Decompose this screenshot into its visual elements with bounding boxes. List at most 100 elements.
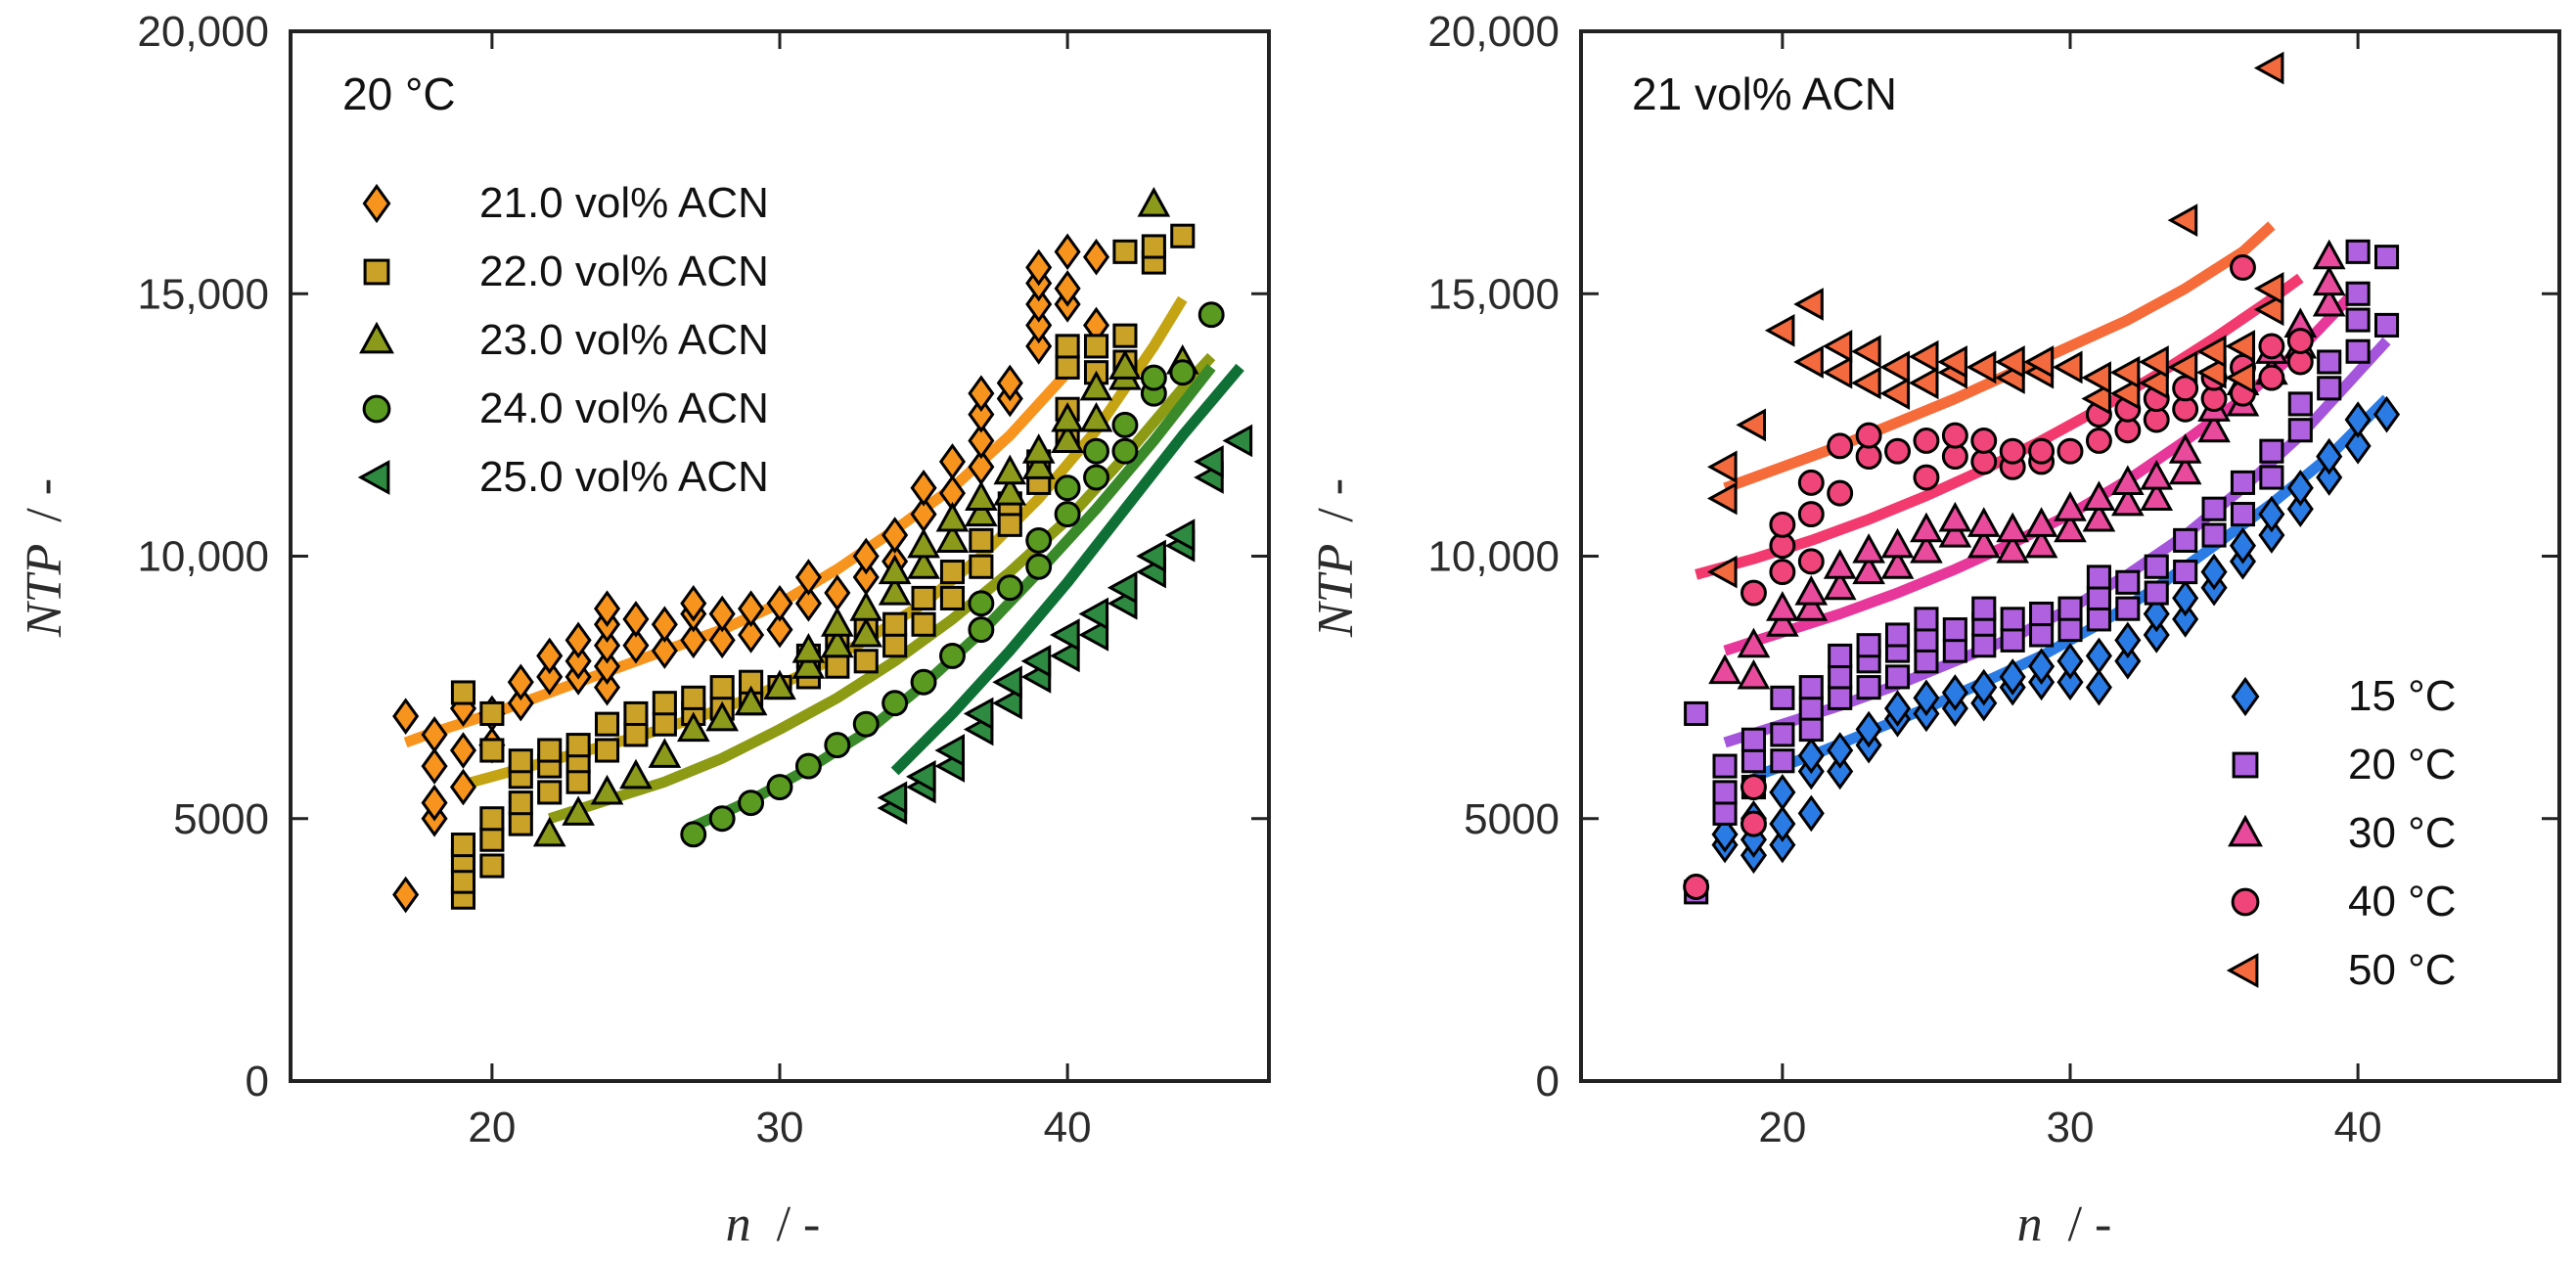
legend-label: 21.0 vol% ACN [479,179,769,227]
panel-title: 21 vol% ACN [1632,68,1897,119]
data-point [1822,330,1853,363]
y-tick-label: 0 [1536,1058,1559,1105]
data-point [907,549,940,579]
x-axis-label-unit: / - [777,1196,821,1252]
data-point [1822,355,1853,389]
data-point [1222,424,1253,458]
data-point [2195,335,2227,369]
series-points [1706,51,2284,589]
data-point [1736,408,1767,442]
data-point [1708,654,1741,685]
data-point [2000,607,2025,632]
data-point [2312,265,2346,296]
x-tick-label: 20 [1758,1104,1806,1151]
data-point [763,669,796,700]
data-point [1995,345,2025,379]
data-point [993,475,1027,506]
data-point [2085,637,2112,675]
data-point [2229,526,2257,564]
data-point [537,780,563,805]
data-point [2028,437,2056,465]
data-point [878,574,912,606]
data-point [507,684,534,722]
data-point [1083,334,1109,359]
data-point [2287,391,2313,417]
data-point [2029,601,2055,627]
data-point [969,554,994,579]
data-point [1769,559,1796,586]
data-point [1798,696,1824,721]
data-point [1797,469,1825,496]
data-point [1966,507,2001,537]
data-point [1711,816,1739,853]
data-point [734,685,768,716]
data-point [939,560,966,585]
data-point [2143,616,2170,654]
data-point [2140,459,2174,490]
data-point [1914,649,1939,674]
data-point [738,616,765,654]
data-point [1769,826,1796,864]
data-point [1112,239,1138,264]
data-point [1827,479,1854,507]
y-tick-label: 5000 [1464,795,1559,843]
data-point [1856,633,1881,658]
data-point [1913,679,1940,717]
data-point [593,648,621,685]
data-point [2024,527,2058,559]
data-point [2312,286,2346,317]
data-point [1879,377,1911,411]
data-point [1111,411,1139,438]
data-point [619,758,653,789]
data-point [1827,752,1854,790]
data-point [852,710,880,738]
data-point [1914,607,1939,632]
data-point [2201,522,2227,548]
data-point [878,554,912,585]
data-point [2086,564,2111,590]
legend: 15 °C 20 °C 30 °C 40 °C 50 °C [2226,672,2457,994]
y-tick-label: 15,000 [1427,270,1559,318]
data-point [2373,312,2400,338]
axes: 0 5000 10,000 15,000 20,000 20 30 40 [137,8,1269,1151]
legend-marker [2228,814,2263,847]
legend-label: 40 °C [2348,878,2457,925]
data-point [2173,527,2198,553]
data-point [651,632,678,669]
data-point [2225,330,2256,363]
data-point [2028,648,2056,685]
data-point [2115,596,2141,621]
data-point [2082,501,2116,532]
legend-marker [2231,887,2260,917]
y-axis-label-unit: / - [17,478,72,522]
data-point [965,480,998,512]
data-point [1880,527,1915,559]
y-axis-label-var: NTP [1308,544,1364,638]
data-point [479,806,505,832]
data-point [1883,690,1912,727]
data-point [1970,428,1998,454]
data-point [791,649,826,679]
series-points [532,186,1199,847]
data-point [532,816,566,847]
legend-marker [359,321,394,354]
legend-marker [362,183,391,224]
data-point [939,585,966,610]
data-point [2057,596,2083,621]
data-point [1083,464,1109,491]
data-point [2167,203,2198,237]
data-point [1941,674,1968,711]
data-point [1793,345,1824,379]
legend-label: 30 °C [2348,809,2457,857]
data-point [738,789,765,817]
data-point [935,522,970,553]
data-point [652,711,677,737]
y-tick-label: 10,000 [137,533,269,581]
legend-item: 23.0 vol% ACN [359,316,769,364]
data-point [2345,338,2371,364]
data-point [1880,549,1915,579]
plot-frame [289,29,1271,1083]
data-point [907,527,940,559]
data-point [676,711,710,743]
y-tick-label: 0 [246,1058,269,1105]
